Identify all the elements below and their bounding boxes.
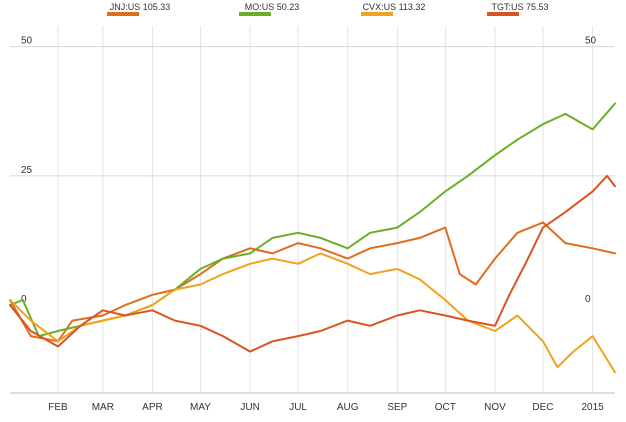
legend-swatch <box>239 12 271 16</box>
x-tick-label: APR <box>142 402 163 413</box>
legend-swatch <box>487 12 519 16</box>
x-tick-label: NOV <box>484 402 506 413</box>
legend-label: JNJ:US 105.33 <box>110 2 171 12</box>
x-tick-label: MAY <box>190 402 211 413</box>
legend-swatch <box>107 12 139 16</box>
y-tick-label-left: 50 <box>21 36 33 47</box>
y-tick-label-left: 25 <box>21 165 33 176</box>
x-tick-label: AUG <box>337 402 359 413</box>
x-tick-label: DEC <box>532 402 553 413</box>
legend-label: MO:US 50.23 <box>245 2 300 12</box>
y-tick-label-right: 0 <box>585 294 591 305</box>
x-tick-label: JUL <box>289 402 307 413</box>
legend-label: CVX:US 113.32 <box>363 2 426 12</box>
x-tick-label: JUN <box>240 402 259 413</box>
x-tick-label: FEB <box>48 402 68 413</box>
series-line-tgt <box>9 174 616 353</box>
series-line-mo <box>9 102 616 338</box>
x-tick-label: OCT <box>435 402 456 413</box>
legend-label: TGT:US 75.53 <box>491 2 548 12</box>
y-tick-label-right: 50 <box>585 36 597 47</box>
series-line-cvx <box>9 252 616 374</box>
x-tick-label: MAR <box>92 402 114 413</box>
x-tick-label: SEP <box>387 402 407 413</box>
x-tick-label: 2015 <box>581 402 604 413</box>
legend-swatch <box>361 12 393 16</box>
y-tick-label-left: 0 <box>21 294 27 305</box>
